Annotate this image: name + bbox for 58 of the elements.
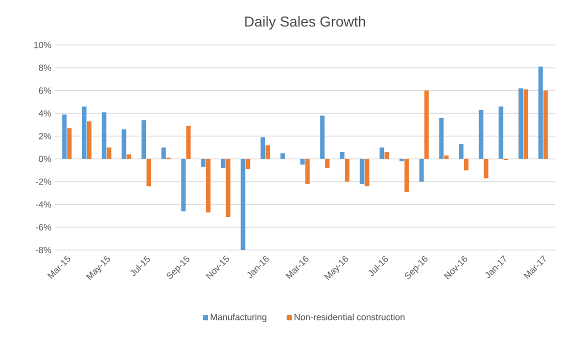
bar bbox=[498, 106, 504, 159]
bar bbox=[419, 158, 424, 182]
bar bbox=[186, 126, 191, 159]
bar bbox=[518, 88, 524, 159]
bar bbox=[146, 158, 152, 186]
legend-label: Non-residential construction bbox=[294, 314, 404, 320]
bar bbox=[181, 158, 186, 212]
bar bbox=[82, 106, 86, 159]
bar bbox=[280, 153, 285, 159]
bar bbox=[444, 155, 449, 159]
bar bbox=[62, 114, 67, 159]
bar bbox=[246, 158, 250, 170]
chart-title: Daily Sales Growth bbox=[245, 16, 366, 30]
y-tick-label: 0% bbox=[38, 156, 52, 162]
bar bbox=[86, 121, 92, 159]
bar bbox=[206, 158, 211, 212]
bar bbox=[300, 158, 305, 165]
y-tick-label: 4% bbox=[38, 110, 52, 116]
y-tick-label: -8% bbox=[36, 246, 52, 254]
y-tick-label: 6% bbox=[38, 87, 52, 94]
bar bbox=[260, 137, 266, 159]
bar bbox=[543, 90, 548, 159]
legend-label: Manufacturing bbox=[210, 314, 266, 322]
bar bbox=[478, 110, 484, 159]
bar bbox=[360, 158, 364, 184]
bar bbox=[384, 152, 390, 159]
y-tick-label: -4% bbox=[36, 201, 52, 208]
bar bbox=[161, 148, 166, 159]
bar bbox=[364, 158, 370, 186]
bar bbox=[424, 90, 429, 159]
bar bbox=[484, 158, 488, 178]
bar bbox=[126, 154, 132, 159]
bar bbox=[226, 158, 230, 217]
bar bbox=[240, 158, 246, 250]
y-tick-label: 10% bbox=[34, 42, 52, 48]
y-tick-label: 2% bbox=[38, 132, 52, 140]
bar bbox=[325, 158, 330, 168]
bar bbox=[464, 158, 468, 170]
y-tick-label: 8% bbox=[38, 64, 52, 71]
bar bbox=[142, 120, 146, 159]
bar bbox=[404, 158, 409, 192]
bar bbox=[538, 66, 543, 159]
bar bbox=[220, 158, 226, 168]
bar bbox=[340, 152, 344, 159]
bar bbox=[459, 144, 464, 159]
bar bbox=[524, 89, 528, 159]
y-tick-label: -2% bbox=[36, 178, 52, 185]
bar bbox=[439, 118, 444, 159]
bar bbox=[106, 148, 112, 159]
bar bbox=[67, 128, 72, 159]
bar bbox=[344, 158, 350, 182]
bar bbox=[201, 158, 206, 167]
bar bbox=[102, 112, 106, 159]
bar bbox=[266, 145, 270, 159]
y-tick-label: -6% bbox=[36, 224, 52, 230]
bar bbox=[380, 148, 384, 159]
bar bbox=[122, 129, 126, 159]
bar bbox=[320, 116, 325, 159]
